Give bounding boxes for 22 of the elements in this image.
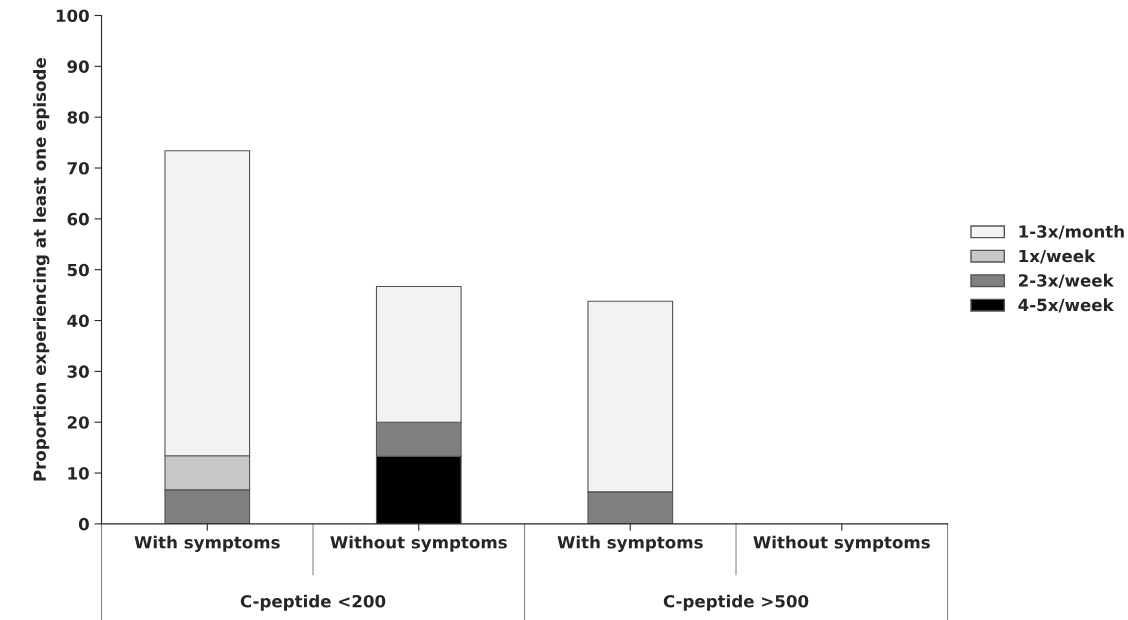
y-tick-label: 80 <box>67 111 89 124</box>
text: C-peptide >500 <box>663 594 809 611</box>
text: C-peptide <200 <box>240 594 386 611</box>
legend-label: 4-5x/week <box>1018 298 1114 313</box>
legend-label: 1x/week <box>1019 249 1096 264</box>
y-tick-label: 50 <box>67 263 89 277</box>
y-tick-label: 20 <box>67 416 89 429</box>
y-tick-label: 0 <box>78 517 89 531</box>
y-tick-label: 70 <box>67 161 89 175</box>
y-tick-label: 60 <box>67 212 89 226</box>
legend-label: 1-3x/month <box>1019 224 1124 240</box>
y-tick-label: 30 <box>67 365 89 378</box>
y-tick-label: 10 <box>68 467 89 480</box>
x-tick-label: With symptoms <box>557 535 703 552</box>
y-tick-label: 90 <box>67 60 89 73</box>
legend-label: 2-3x/week <box>1018 273 1114 289</box>
y-tick-label: 40 <box>67 314 89 328</box>
y-tick-label: 100 <box>56 9 89 23</box>
x-tick-label: Without symptoms <box>330 535 507 552</box>
y-axis-title: Proportion experiencing at least one episode <box>33 58 50 481</box>
x-tick-label: Without symptoms <box>753 535 930 552</box>
x-tick-label: With symptoms <box>134 535 280 552</box>
